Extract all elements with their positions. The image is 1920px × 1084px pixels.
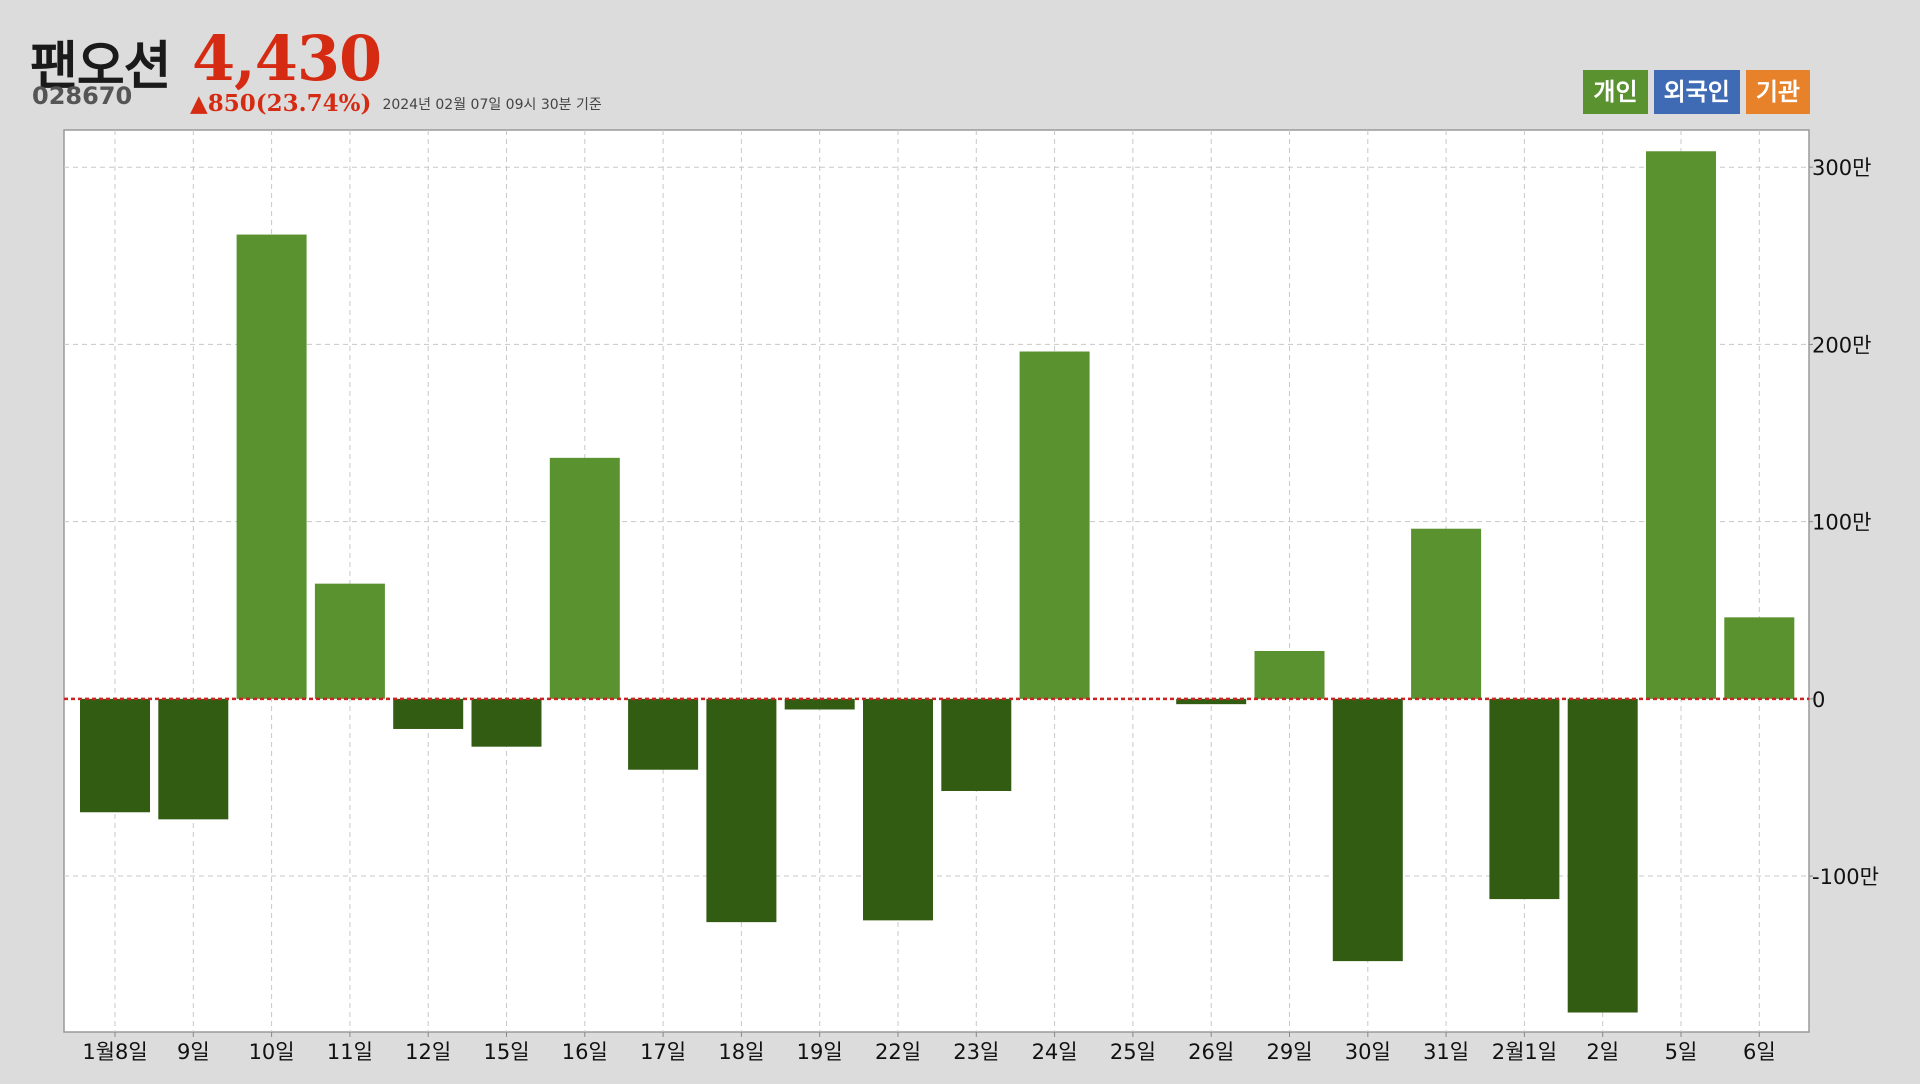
bar — [784, 698, 855, 710]
bar — [393, 698, 464, 729]
chart-legend: 개인 외국인 기관 — [1583, 70, 1810, 114]
y-tick-label: 100만 — [1812, 511, 1871, 535]
bar — [314, 583, 385, 699]
bar — [1019, 351, 1090, 699]
x-tick-label: 2일 — [1586, 1040, 1619, 1064]
x-tick-label: 22일 — [875, 1040, 921, 1064]
bar — [706, 698, 777, 923]
stock-price: 4,430 — [192, 22, 382, 95]
stock-header: 팬오션 028670 4,430 ▲850(23.74%) 2024년 02월 … — [30, 22, 1910, 122]
x-tick-label: 30일 — [1345, 1040, 1391, 1064]
bar — [1646, 151, 1716, 699]
stock-code: 028670 — [32, 82, 133, 110]
bar — [236, 234, 307, 699]
legend-individual[interactable]: 개인 — [1583, 70, 1648, 114]
x-tick-label: 25일 — [1110, 1040, 1156, 1064]
y-tick-label: 300만 — [1812, 156, 1871, 180]
bar — [1411, 528, 1482, 699]
bar — [1332, 698, 1403, 962]
x-tick-label: 29일 — [1266, 1040, 1312, 1064]
x-tick-label: 17일 — [640, 1040, 686, 1064]
x-tick-label: 1월8일 — [82, 1040, 147, 1064]
x-tick-label: 23일 — [953, 1040, 999, 1064]
bar — [1724, 617, 1795, 699]
timestamp: 2024년 02월 07일 09시 30분 기준 — [382, 97, 602, 113]
x-tick-label: 2월1일 — [1492, 1040, 1557, 1064]
legend-institution[interactable]: 기관 — [1745, 70, 1810, 114]
bar — [471, 698, 542, 747]
bar — [863, 698, 933, 921]
x-tick-label: 31일 — [1423, 1040, 1469, 1064]
x-tick-label: 26일 — [1188, 1040, 1234, 1064]
bar — [628, 698, 699, 770]
bar — [1489, 698, 1560, 900]
bar — [1567, 698, 1638, 1013]
x-tick-label: 15일 — [483, 1040, 529, 1064]
x-tick-label: 18일 — [718, 1040, 764, 1064]
x-tick-label: 11일 — [327, 1040, 373, 1064]
x-tick-label: 16일 — [562, 1040, 608, 1064]
x-tick-label: 19일 — [797, 1040, 843, 1064]
x-tick-label: 9일 — [177, 1040, 210, 1064]
x-tick-label: 6일 — [1743, 1040, 1776, 1064]
stock-name: 팬오션 — [30, 37, 172, 97]
x-tick-label: 10일 — [249, 1040, 295, 1064]
y-tick-label: 0 — [1812, 688, 1825, 712]
price-change: ▲850(23.74%) — [190, 90, 372, 117]
legend-foreign[interactable]: 외국인 — [1653, 70, 1740, 114]
y-tick-label: 200만 — [1812, 333, 1871, 357]
change-row: ▲850(23.74%) 2024년 02월 07일 09시 30분 기준 — [190, 90, 602, 117]
bar — [941, 698, 1012, 791]
y-tick-label: -100만 — [1812, 865, 1879, 889]
bar — [1254, 650, 1325, 699]
bar — [549, 457, 620, 699]
bar — [1176, 698, 1247, 705]
bar — [80, 698, 150, 813]
x-tick-label: 5일 — [1665, 1040, 1698, 1064]
bar — [158, 698, 229, 820]
x-tick-label: 24일 — [1032, 1040, 1078, 1064]
x-tick-label: 12일 — [405, 1040, 451, 1064]
